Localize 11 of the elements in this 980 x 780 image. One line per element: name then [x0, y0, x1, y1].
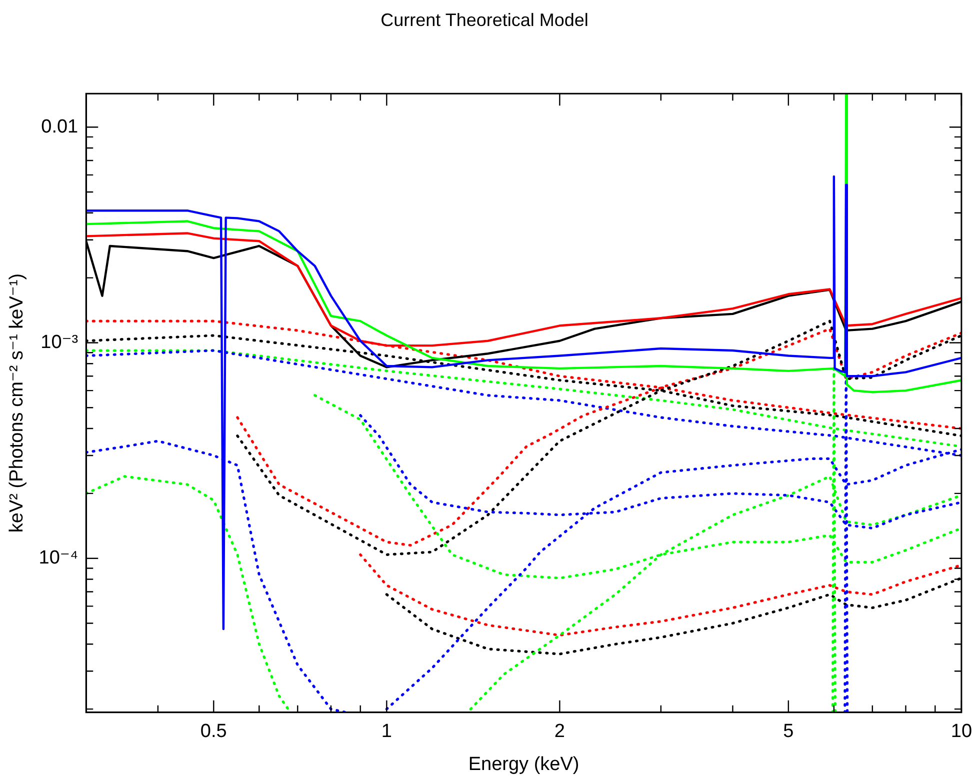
x-axis-title: Energy (keV)	[468, 754, 580, 775]
x-tick-label: 0.5	[200, 721, 227, 742]
y-tick-label: 0.01	[41, 116, 78, 138]
y-tick-label: 10⁻³	[40, 332, 78, 353]
chart-title: Current Theoretical Model	[380, 10, 588, 30]
x-tick-label: 1	[381, 721, 392, 742]
x-tick-label: 10	[950, 721, 972, 742]
y-tick-label: 10⁻⁴	[38, 548, 78, 569]
x-tick-label: 5	[783, 721, 794, 742]
x-tick-label: 2	[554, 721, 565, 742]
y-axis-title: keV² (Photons cm⁻² s⁻¹ keV⁻¹)	[6, 273, 28, 533]
